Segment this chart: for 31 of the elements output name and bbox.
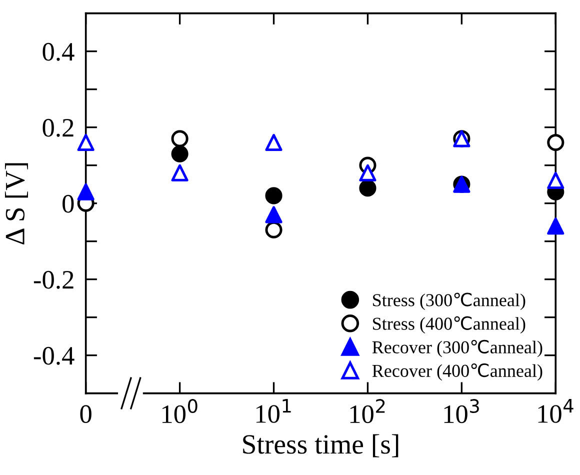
y-tick-label: -0.2 [34,270,74,289]
x-tick-label: 10$^{4}$ [538,399,574,423]
x-tick-label: 10$^{2}$ [350,399,385,424]
y-axis-title: Δ S [V] [4,163,28,244]
y-tick-label: -0.4 [34,346,74,365]
point [359,164,376,182]
x-tick-label: 0 [80,405,92,423]
point [265,134,282,152]
point [171,164,188,182]
point [265,206,282,224]
point [359,180,376,197]
point [547,134,564,152]
x-tick-label: 10$^{1}$ [256,399,291,423]
x-tick-label: 10$^{0}$ [162,399,198,424]
legend-label: Recover (400℃anneal) [372,363,542,381]
legend-label: Recover (300℃anneal) [372,340,542,358]
point [265,187,282,204]
x-axis-title: Stress time [s] [243,434,398,458]
y-tick-label: 0.2 [42,118,74,137]
point [171,145,188,162]
point [171,130,188,148]
y-tick-label: 0 [62,194,74,213]
point [547,218,564,235]
point [547,172,564,190]
legend-label: Stress (300℃anneal) [373,292,526,310]
point [77,134,94,152]
point [265,221,282,238]
legend-label: Stress (400℃anneal) [373,316,526,334]
x-tick-label: 10$^{3}$ [444,399,479,424]
point [77,183,94,200]
y-tick-label: 0.4 [42,42,74,61]
